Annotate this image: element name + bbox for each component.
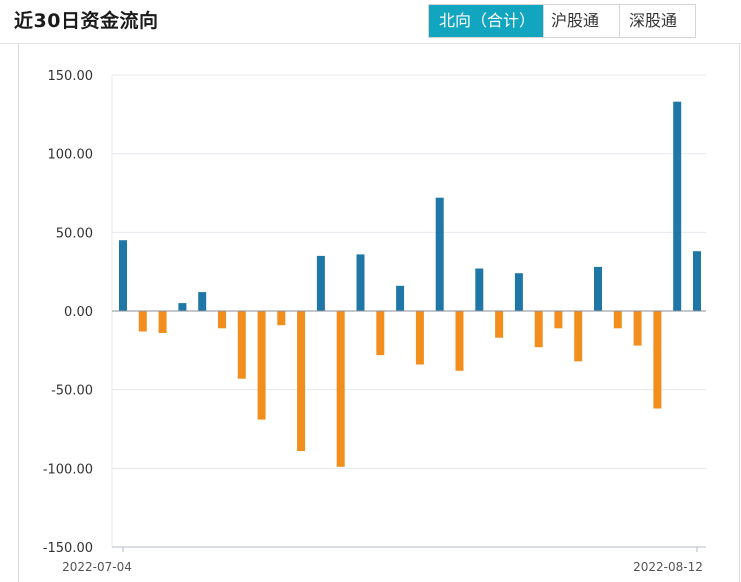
bar <box>158 311 167 333</box>
tab-shanghai-connect[interactable]: 沪股通 <box>543 5 619 37</box>
bar <box>673 101 682 311</box>
bar <box>653 311 662 409</box>
bar <box>119 240 127 311</box>
x-axis: 2022-07-04 2022-08-12 <box>62 310 706 574</box>
bar <box>415 311 424 365</box>
y-tick-label: 0.00 <box>64 305 93 320</box>
tab-shenzhen-connect[interactable]: 深股通 <box>619 5 695 37</box>
tab-northbound-total[interactable]: 北向（合计） <box>429 5 543 37</box>
bar <box>336 311 345 467</box>
bar <box>198 292 207 311</box>
bar <box>475 268 484 311</box>
x-tick-label: 2022-08-12 <box>633 560 703 574</box>
bar <box>218 311 226 329</box>
bar <box>356 254 365 311</box>
y-tick-label: 150.00 <box>48 69 94 84</box>
bar <box>396 285 405 311</box>
bar <box>297 311 306 451</box>
bar <box>594 266 602 311</box>
y-axis-ticks: 150.00 100.00 50.00 0.00 -50.00 -100.00 -150.0… <box>43 69 93 556</box>
bar <box>277 311 286 326</box>
bar <box>633 311 642 346</box>
bar <box>316 255 325 311</box>
bar <box>574 311 583 362</box>
bar <box>613 311 622 329</box>
header: 近30日资金流向 北向（合计） 沪股通 深股通 <box>0 0 741 44</box>
y-tick-label: 100.00 <box>48 148 94 163</box>
y-tick-label: -50.00 <box>51 384 93 399</box>
bar <box>376 311 385 356</box>
y-tick-label: -150.00 <box>43 541 93 556</box>
bars <box>119 101 701 467</box>
bar <box>514 273 523 311</box>
bar <box>237 311 246 379</box>
y-tick-label: -100.00 <box>43 462 93 477</box>
bar <box>435 197 444 311</box>
x-tick-label: 2022-07-04 <box>62 560 132 574</box>
bar <box>693 251 701 311</box>
bar <box>534 311 543 348</box>
bar <box>495 311 504 338</box>
bar <box>178 303 187 311</box>
bar <box>138 311 147 332</box>
tab-group: 北向（合计） 沪股通 深股通 <box>428 4 696 38</box>
page-title: 近30日资金流向 <box>14 10 159 32</box>
y-tick-label: 50.00 <box>56 226 93 241</box>
bar <box>455 311 464 371</box>
bar <box>554 311 563 329</box>
bar <box>257 311 266 420</box>
fund-flow-chart: 150.00 100.00 50.00 0.00 -50.00 -100.00 -150.0… <box>43 69 706 574</box>
